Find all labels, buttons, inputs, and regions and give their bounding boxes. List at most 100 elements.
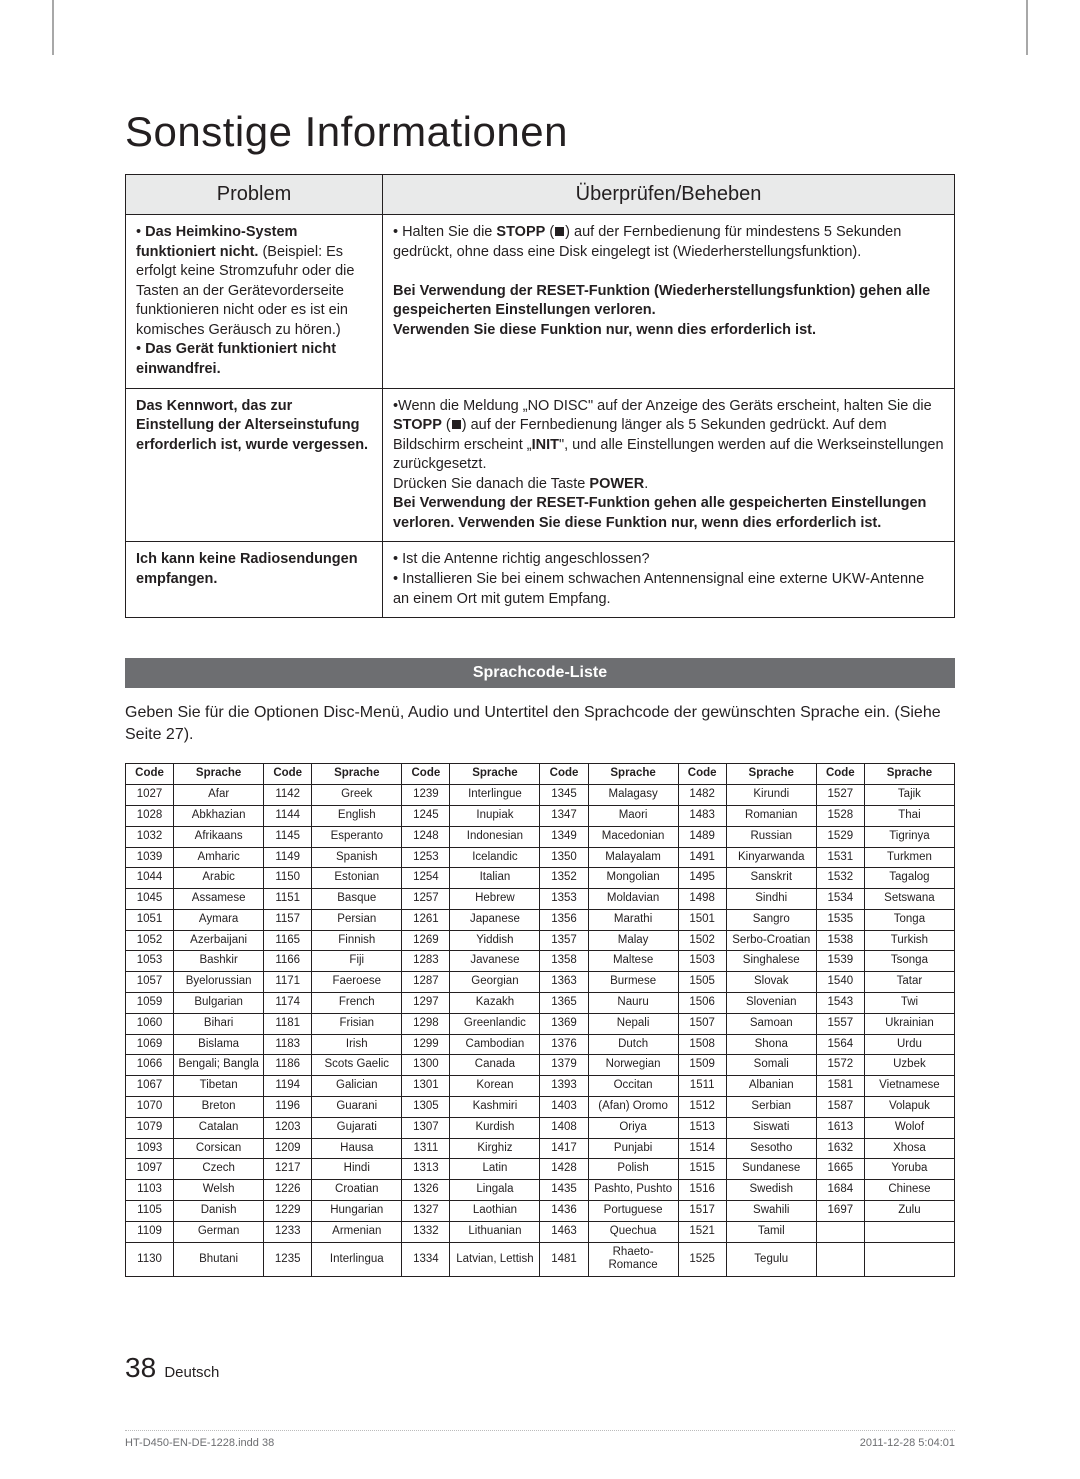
lang-code-cell: 1521 <box>678 1221 726 1242</box>
lang-code-cell: 1217 <box>264 1159 312 1180</box>
lang-code-cell: 1483 <box>678 805 726 826</box>
lang-code-cell: 1070 <box>126 1097 174 1118</box>
lang-name-cell: Nauru <box>588 993 678 1014</box>
lang-name-cell: Occitan <box>588 1076 678 1097</box>
lang-code-cell: 1299 <box>402 1034 450 1055</box>
lang-code-cell: 1097 <box>126 1159 174 1180</box>
lang-name-cell: Arabic <box>174 868 264 889</box>
lang-code-cell: 1525 <box>678 1242 726 1277</box>
lang-code-cell: 1509 <box>678 1055 726 1076</box>
lang-code-cell: 1171 <box>264 972 312 993</box>
lang-name-cell: Oriya <box>588 1117 678 1138</box>
lang-code-cell: 1428 <box>540 1159 588 1180</box>
lang-code-cell: 1069 <box>126 1034 174 1055</box>
th-code: Code <box>678 764 726 785</box>
lang-name-cell: Norwegian <box>588 1055 678 1076</box>
lang-name-cell <box>864 1221 954 1242</box>
lang-code-cell: 1226 <box>264 1180 312 1201</box>
lang-name-cell: Yoruba <box>864 1159 954 1180</box>
lang-code-cell: 1379 <box>540 1055 588 1076</box>
lang-code-cell: 1144 <box>264 805 312 826</box>
lang-name-cell: Byelorussian <box>174 972 264 993</box>
lang-code-cell: 1254 <box>402 868 450 889</box>
footer: 38 Deutsch <box>125 1352 219 1384</box>
lang-code-cell: 1489 <box>678 826 726 847</box>
lang-code-cell: 1239 <box>402 785 450 806</box>
troubleshoot-fix: • Halten Sie die STOPP () auf der Fernbe… <box>382 215 954 389</box>
lang-name-cell: Zulu <box>864 1201 954 1222</box>
lang-code-cell: 1539 <box>816 951 864 972</box>
lang-code-cell: 1528 <box>816 805 864 826</box>
lang-code-cell: 1109 <box>126 1221 174 1242</box>
lang-code-cell: 1229 <box>264 1201 312 1222</box>
lang-name-cell: Russian <box>726 826 816 847</box>
lang-code-cell: 1482 <box>678 785 726 806</box>
lang-code-cell: 1632 <box>816 1138 864 1159</box>
lang-name-cell: Xhosa <box>864 1138 954 1159</box>
lang-name-cell: Aymara <box>174 909 264 930</box>
lang-code-cell: 1495 <box>678 868 726 889</box>
lang-code-cell: 1535 <box>816 909 864 930</box>
lang-name-cell: Lithuanian <box>450 1221 540 1242</box>
lang-code-cell: 1203 <box>264 1117 312 1138</box>
lang-code-cell: 1130 <box>126 1242 174 1277</box>
lang-code-cell: 1311 <box>402 1138 450 1159</box>
lang-code-cell: 1347 <box>540 805 588 826</box>
lang-code-cell: 1166 <box>264 951 312 972</box>
lang-name-cell <box>864 1242 954 1277</box>
lang-code-cell: 1512 <box>678 1097 726 1118</box>
lang-code-cell: 1527 <box>816 785 864 806</box>
lang-name-cell: Sangro <box>726 909 816 930</box>
lang-code-cell: 1352 <box>540 868 588 889</box>
lang-name-cell: German <box>174 1221 264 1242</box>
lang-name-cell: Bihari <box>174 1013 264 1034</box>
lang-name-cell: Maltese <box>588 951 678 972</box>
th-code: Code <box>402 764 450 785</box>
lang-name-cell: Fiji <box>312 951 402 972</box>
lang-name-cell: Azerbaijani <box>174 930 264 951</box>
lang-name-cell: Swedish <box>726 1180 816 1201</box>
lang-name-cell: Scots Gaelic <box>312 1055 402 1076</box>
lang-code-cell: 1151 <box>264 889 312 910</box>
lang-code-cell: 1358 <box>540 951 588 972</box>
th-sprache: Sprache <box>726 764 816 785</box>
lang-code-cell: 1269 <box>402 930 450 951</box>
lang-code-cell: 1353 <box>540 889 588 910</box>
lang-name-cell: Hebrew <box>450 889 540 910</box>
lang-code-cell: 1557 <box>816 1013 864 1034</box>
lang-code-cell: 1060 <box>126 1013 174 1034</box>
lang-code-cell: 1248 <box>402 826 450 847</box>
lang-code-cell: 1334 <box>402 1242 450 1277</box>
lang-name-cell: Shona <box>726 1034 816 1055</box>
troubleshoot-problem: Ich kann keine Radiosendungen empfangen. <box>126 542 383 618</box>
lang-code-cell: 1181 <box>264 1013 312 1034</box>
lang-name-cell: Abkhazian <box>174 805 264 826</box>
lang-code-cell: 1697 <box>816 1201 864 1222</box>
lang-code-cell: 1613 <box>816 1117 864 1138</box>
lang-code-cell: 1149 <box>264 847 312 868</box>
lang-code-cell: 1235 <box>264 1242 312 1277</box>
lang-code-cell: 1301 <box>402 1076 450 1097</box>
lang-code-cell: 1365 <box>540 993 588 1014</box>
lang-name-cell: Hausa <box>312 1138 402 1159</box>
lang-name-cell: Tatar <box>864 972 954 993</box>
lang-name-cell: Spanish <box>312 847 402 868</box>
lang-name-cell: Siswati <box>726 1117 816 1138</box>
lang-name-cell: Sindhi <box>726 889 816 910</box>
th-problem: Problem <box>126 175 383 215</box>
lang-name-cell: Moldavian <box>588 889 678 910</box>
lang-name-cell: English <box>312 805 402 826</box>
troubleshoot-fix: • Ist die Antenne richtig angeschlossen?… <box>382 542 954 618</box>
lang-code-cell: 1059 <box>126 993 174 1014</box>
lang-name-cell: Maori <box>588 805 678 826</box>
th-sprache: Sprache <box>174 764 264 785</box>
lang-name-cell: Gujarati <box>312 1117 402 1138</box>
lang-code-cell: 1283 <box>402 951 450 972</box>
lang-name-cell: Kirundi <box>726 785 816 806</box>
lang-code-cell: 1516 <box>678 1180 726 1201</box>
lang-name-cell: Bhutani <box>174 1242 264 1277</box>
lang-name-cell: Hindi <box>312 1159 402 1180</box>
lang-code-cell: 1564 <box>816 1034 864 1055</box>
lang-code-cell: 1287 <box>402 972 450 993</box>
lang-name-cell: Lingala <box>450 1180 540 1201</box>
